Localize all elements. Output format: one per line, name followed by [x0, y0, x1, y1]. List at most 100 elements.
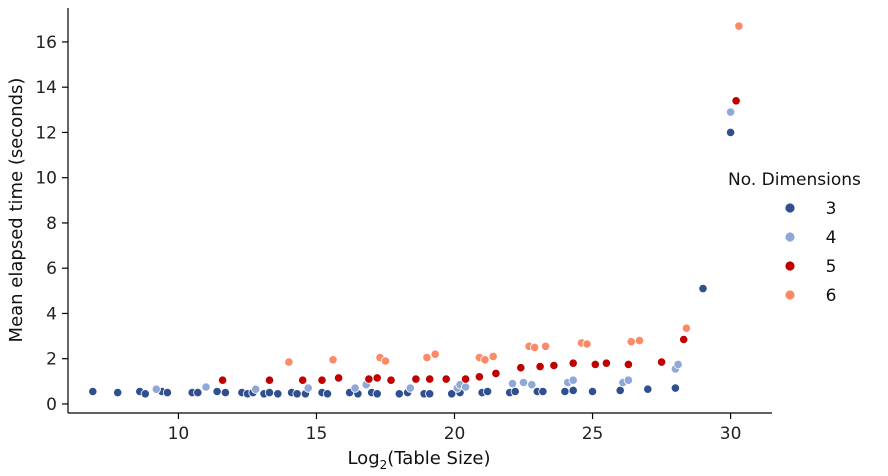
legend-label-6: 6	[826, 286, 837, 306]
data-point-dim-3	[372, 389, 382, 399]
y-tick-label: 6	[46, 259, 57, 279]
data-point-dim-4	[350, 383, 360, 393]
data-point-dim-5	[679, 334, 689, 345]
data-point-dim-3	[88, 386, 98, 397]
data-point-dim-4	[151, 384, 161, 394]
data-point-dim-5	[731, 96, 741, 106]
data-point-dim-5	[568, 358, 578, 368]
legend-items: 3 4 5 6	[784, 199, 837, 306]
legend-label-4: 4	[826, 228, 837, 248]
data-point-dim-5	[491, 368, 501, 378]
data-point-dim-5	[441, 374, 451, 384]
data-point-dim-4	[673, 359, 683, 369]
data-point-dim-4	[405, 383, 415, 393]
x-axis-title-subscript: 2	[380, 458, 388, 472]
data-point-dim-6	[734, 21, 744, 31]
y-tick-label: 0	[46, 395, 57, 415]
data-point-dim-3	[292, 389, 302, 399]
data-point-dim-3	[587, 386, 598, 397]
y-axis-title: Mean elapsed time (seconds)	[6, 78, 27, 343]
data-point-dim-3	[425, 389, 435, 399]
x-tick-label: 25	[582, 424, 604, 444]
x-tick-label: 20	[444, 424, 466, 444]
data-point-dim-3	[482, 386, 493, 397]
y-tick-label: 8	[46, 214, 57, 234]
data-point-dim-3	[698, 283, 708, 294]
data-point-dim-6	[328, 355, 338, 365]
y-ticks: 0 2 4 6 8 10 12 14 16	[35, 33, 68, 415]
data-point-dim-4	[507, 378, 518, 389]
legend-title: No. Dimensions	[728, 170, 861, 190]
x-ticks: 10 15 20 25 30	[168, 413, 742, 444]
x-tick-label: 15	[306, 424, 328, 444]
x-tick-label: 10	[168, 424, 190, 444]
data-point-dim-6	[626, 337, 636, 347]
data-point-dim-6	[284, 357, 294, 367]
data-point-dim-3	[273, 389, 283, 399]
data-point-dim-3	[140, 389, 150, 399]
data-point-dim-5	[535, 361, 545, 372]
y-tick-label: 4	[46, 304, 57, 324]
data-point-dim-5	[623, 359, 634, 369]
data-point-dim-6	[540, 341, 551, 351]
data-point-dim-3	[725, 127, 736, 137]
data-point-dim-3	[560, 386, 570, 397]
data-point-dim-4	[568, 375, 578, 385]
data-point-dim-3	[113, 387, 123, 398]
data-point-dim-3	[394, 389, 404, 399]
legend-marker-6	[784, 289, 796, 301]
data-point-dim-5	[372, 373, 382, 383]
y-tick-label: 14	[35, 78, 57, 98]
data-point-dim-6	[634, 335, 645, 346]
data-point-dim-5	[460, 374, 471, 384]
data-point-dim-4	[527, 380, 537, 390]
data-point-dim-5	[218, 375, 228, 385]
data-point-dim-5	[264, 375, 275, 385]
data-point-dim-3	[643, 384, 653, 394]
data-point-dim-3	[264, 387, 275, 398]
data-point-dim-4	[460, 382, 471, 392]
legend-marker-5	[784, 260, 796, 272]
data-point-dim-3	[220, 387, 230, 398]
data-point-dim-6	[582, 339, 592, 349]
data-point-dim-5	[298, 375, 308, 385]
data-points	[88, 21, 744, 399]
data-point-dim-3	[538, 386, 548, 397]
data-point-dim-5	[549, 360, 559, 371]
data-point-dim-3	[670, 383, 681, 393]
x-axis-title-rest: (Table Size)	[387, 448, 490, 469]
data-point-dim-4	[201, 382, 211, 392]
data-point-dim-5	[317, 375, 327, 385]
data-point-dim-3	[510, 386, 520, 397]
data-point-dim-6	[488, 351, 498, 361]
x-tick-label: 30	[720, 424, 742, 444]
data-point-dim-6	[430, 349, 440, 359]
data-point-dim-3	[568, 385, 578, 395]
data-point-dim-5	[333, 373, 344, 383]
data-point-dim-5	[601, 358, 612, 368]
data-point-dim-5	[656, 357, 667, 367]
data-point-dim-4	[725, 107, 736, 117]
data-point-dim-5	[516, 363, 526, 373]
y-tick-label: 2	[46, 350, 57, 370]
x-axis-title-main: Log	[347, 448, 379, 469]
data-point-dim-6	[422, 352, 432, 363]
legend-marker-4	[784, 231, 796, 243]
data-point-dim-3	[322, 389, 333, 399]
data-point-dim-4	[251, 384, 261, 394]
legend-marker-3	[784, 202, 796, 214]
legend: No. Dimensions 3 4 5 6	[728, 170, 861, 306]
legend-label-5: 5	[826, 257, 837, 277]
data-point-dim-3	[162, 387, 172, 398]
y-tick-label: 10	[35, 169, 57, 189]
data-point-dim-5	[425, 374, 435, 384]
data-point-dim-5	[474, 372, 484, 382]
data-point-dim-5	[386, 375, 396, 385]
y-tick-label: 16	[35, 33, 57, 53]
data-point-dim-5	[411, 374, 421, 384]
data-point-dim-3	[212, 386, 222, 397]
legend-label-3: 3	[826, 199, 837, 219]
data-point-dim-6	[681, 323, 692, 333]
data-point-dim-6	[529, 342, 540, 352]
